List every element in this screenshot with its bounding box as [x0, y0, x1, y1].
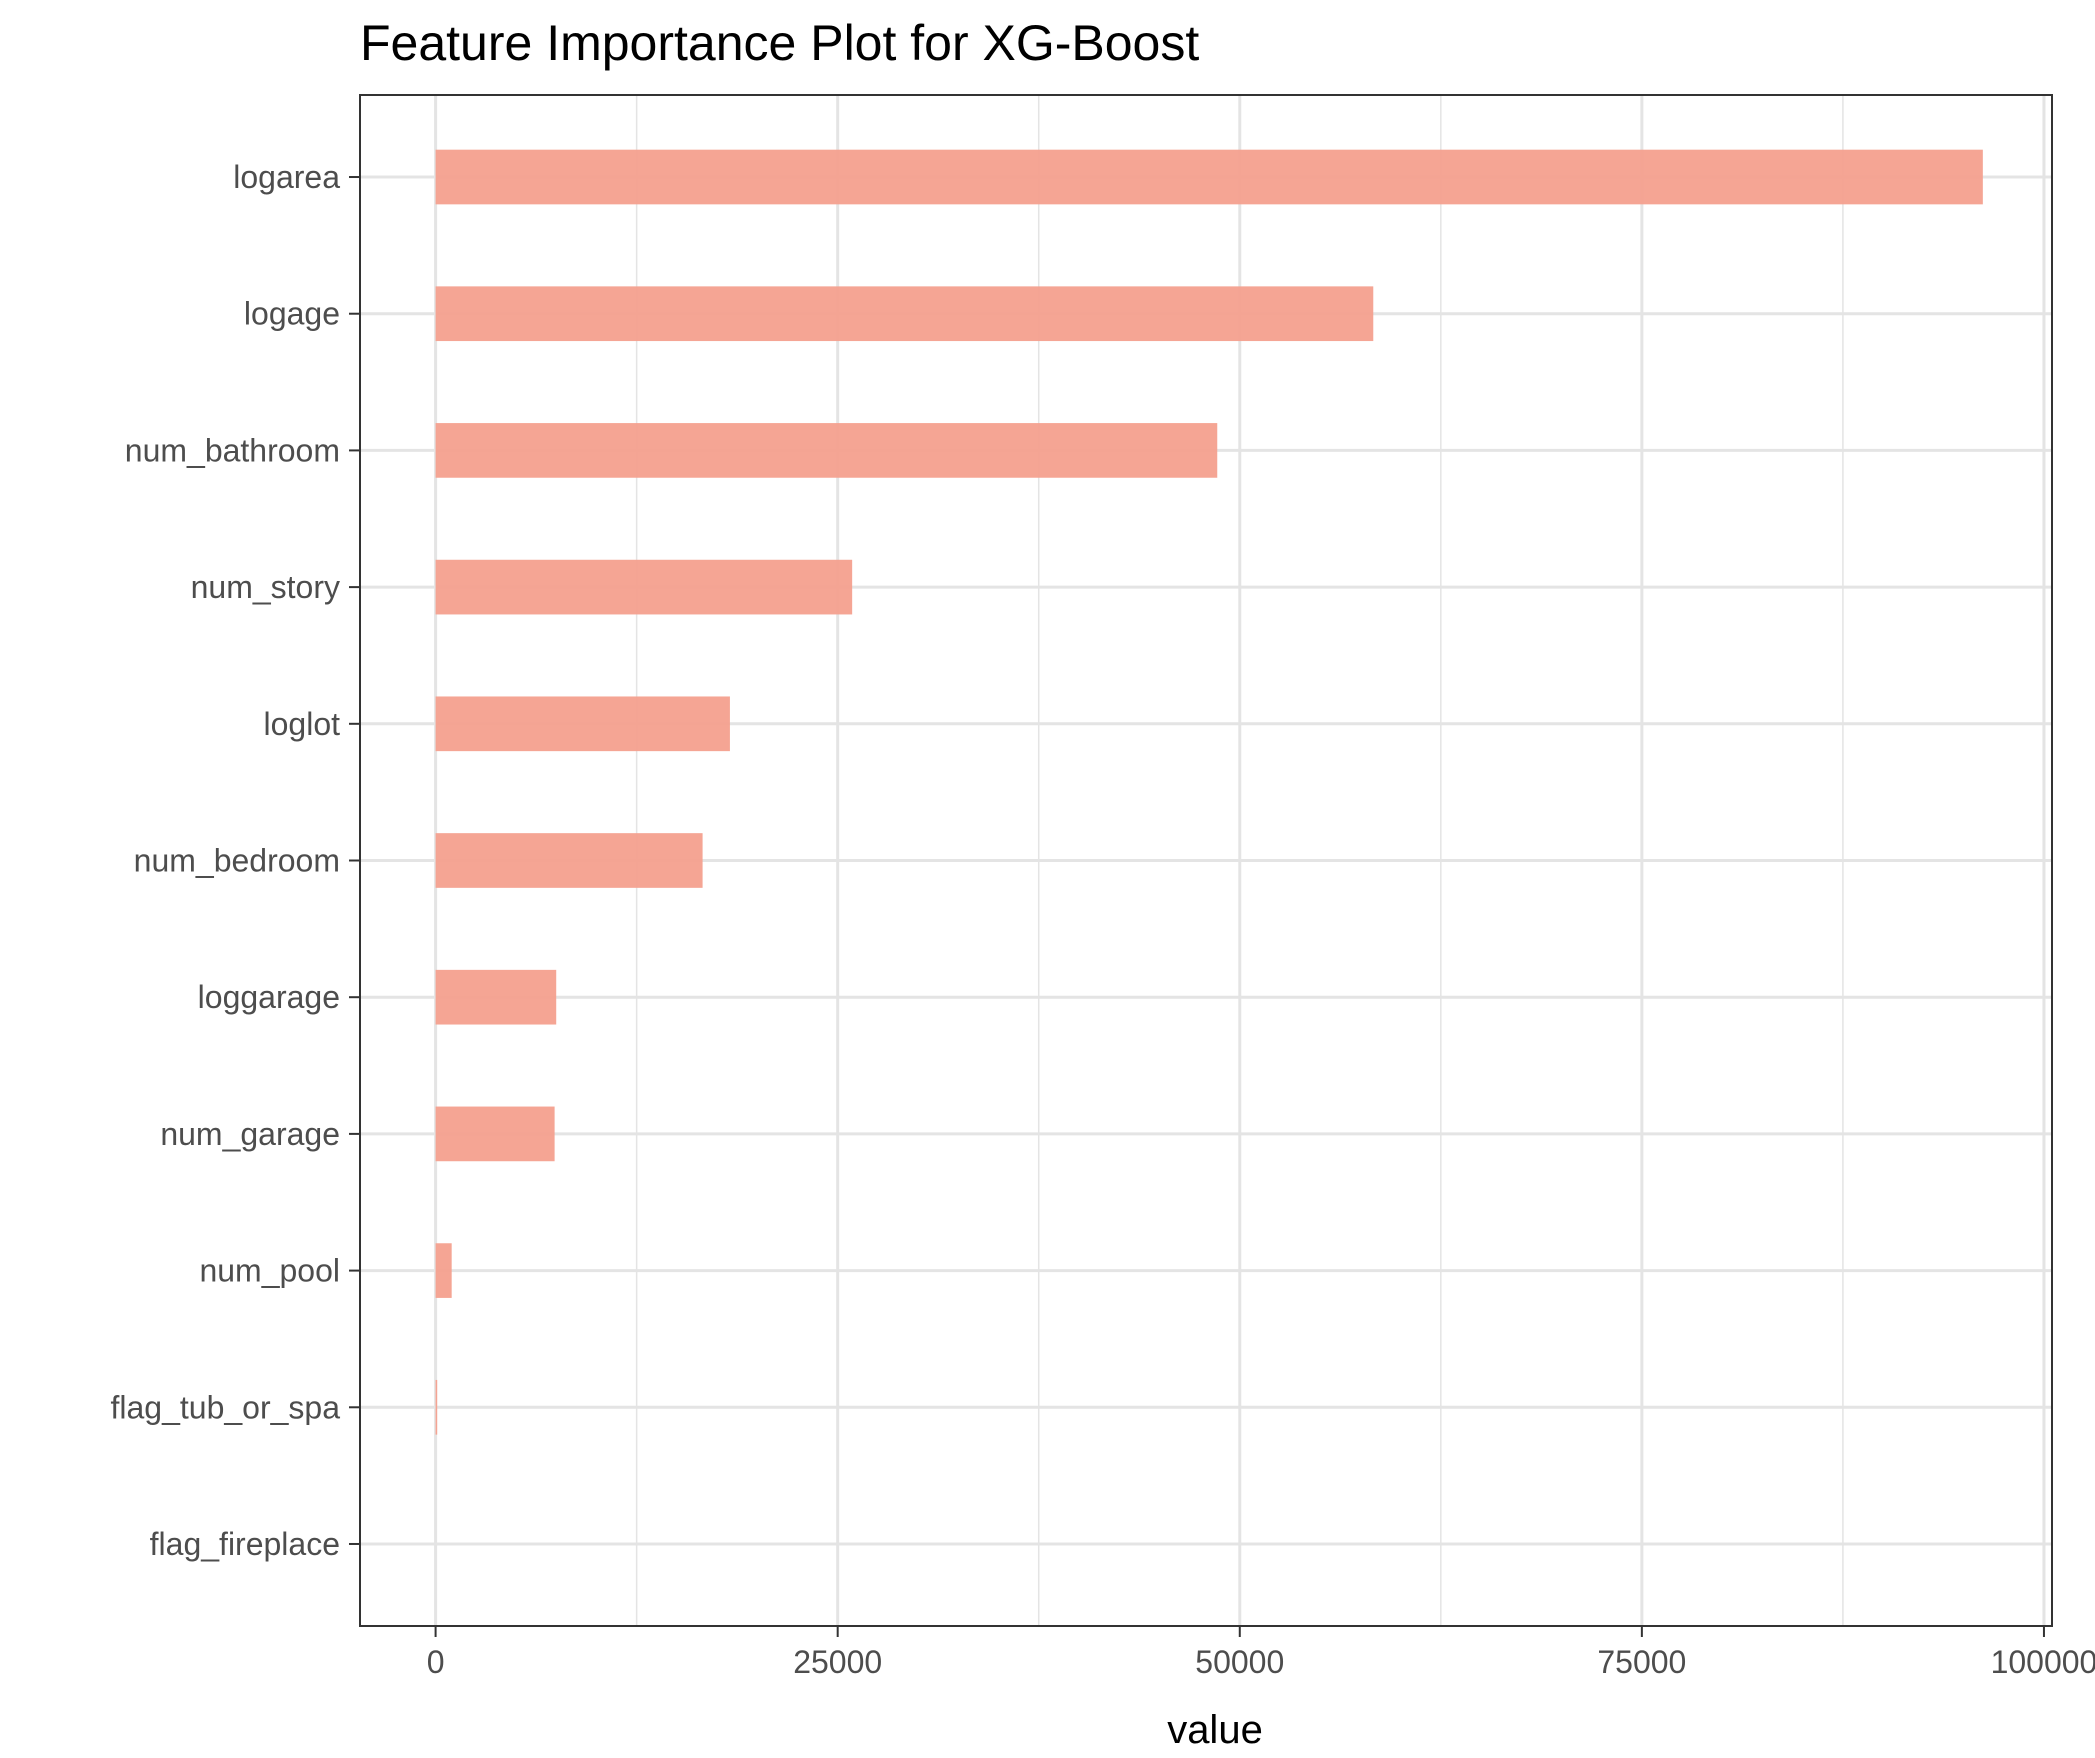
bar: [435, 833, 703, 888]
y-tick-label: loglot: [264, 706, 341, 742]
x-tick-label: 25000: [793, 1644, 882, 1680]
bar: [435, 559, 853, 615]
bar: [435, 1243, 452, 1298]
bar: [435, 1379, 438, 1435]
bar: [435, 286, 1374, 342]
bar: [435, 149, 1983, 205]
bar: [435, 1106, 555, 1162]
y-axis: logarea logage num_bathroom num_storyloglot…: [110, 159, 360, 1562]
x-tick-label: 0: [427, 1644, 445, 1680]
y-tick-label: flag_fireplace: [150, 1526, 340, 1562]
x-tick-label: 75000: [1597, 1644, 1686, 1680]
bar: [435, 969, 557, 1025]
x-axis: 0 25000 50000 75000 100000: [427, 1626, 2095, 1680]
y-tick-label: flag_tub_or_spa: [110, 1389, 340, 1425]
x-axis-title: value: [1167, 1708, 1263, 1752]
y-tick-label: num_story: [191, 569, 340, 605]
plot-area: [359, 94, 2053, 1627]
bar: [435, 423, 1218, 478]
x-tick-label: 50000: [1195, 1644, 1284, 1680]
y-tick-label: num_garage: [160, 1116, 340, 1152]
y-tick-label: num_bedroom: [134, 843, 340, 879]
y-tick-label: num_pool: [199, 1253, 340, 1289]
y-tick-label: logarea: [233, 159, 340, 195]
bar: [435, 696, 730, 752]
y-tick-label: loggarage: [198, 979, 340, 1015]
y-tick-label: num_bathroom: [125, 432, 340, 468]
y-tick-label: logage: [244, 296, 340, 332]
x-tick-label: 100000: [1991, 1644, 2095, 1680]
bars: [435, 149, 1983, 1435]
chart-title: Feature Importance Plot for XG-Boost: [360, 15, 1199, 71]
